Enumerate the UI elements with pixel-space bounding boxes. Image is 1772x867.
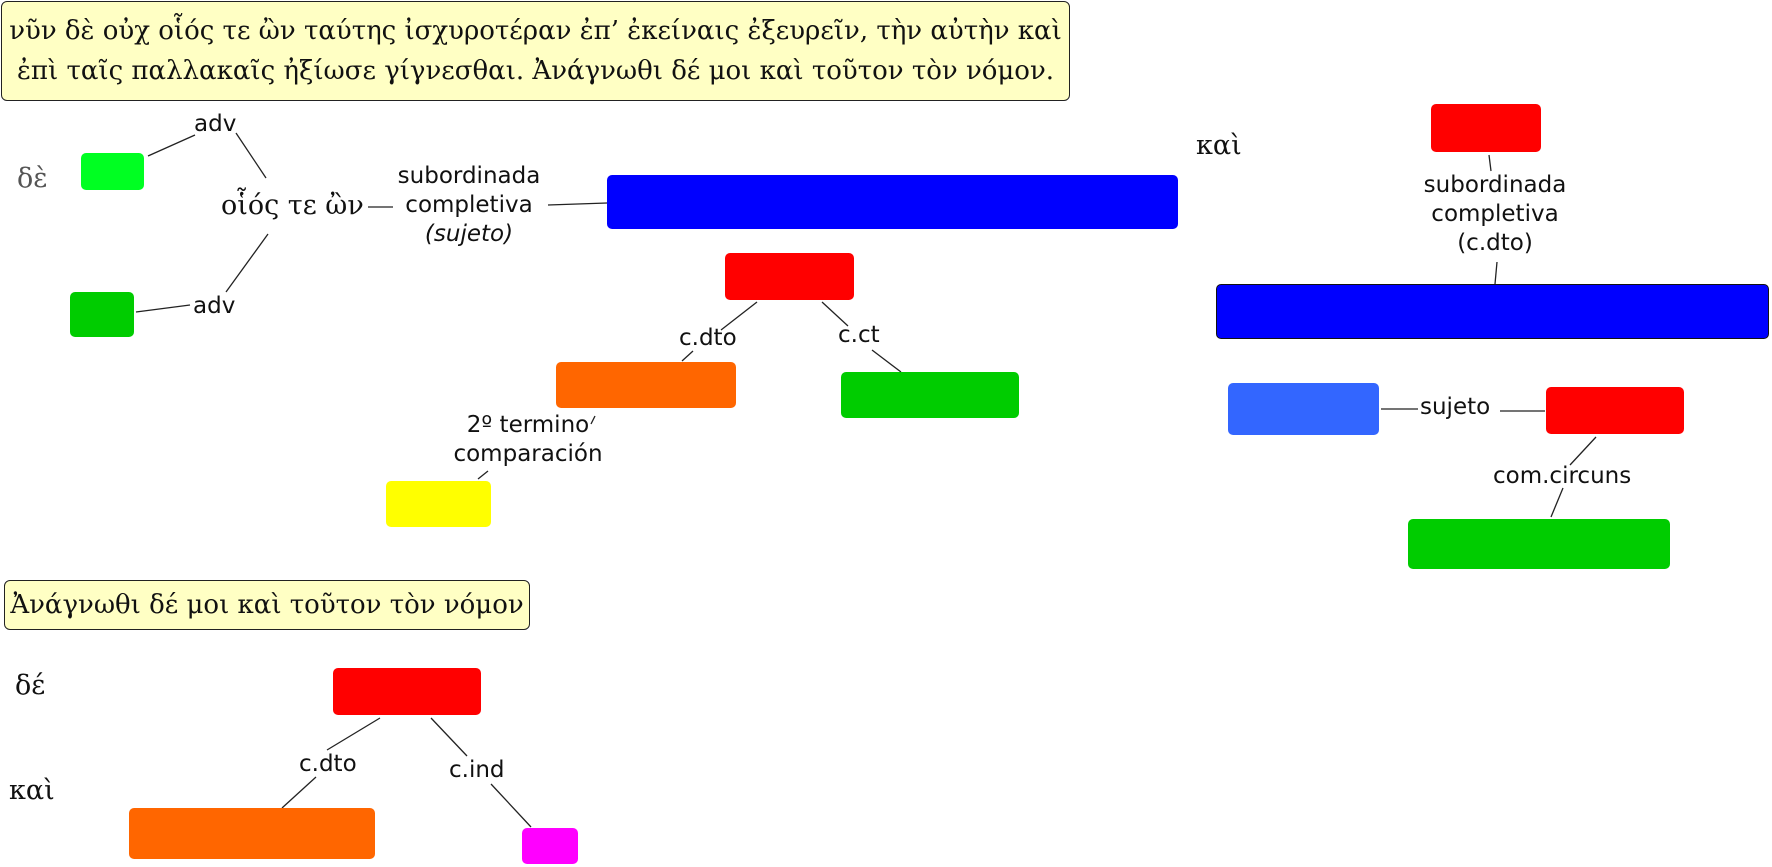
- label-sujeto-2: sujeto: [1420, 394, 1491, 420]
- label-line: (c.dto): [1457, 230, 1533, 256]
- connector: [281, 776, 317, 809]
- clause-box-cdto: [1216, 284, 1769, 339]
- subject-box-2: [1228, 383, 1379, 435]
- connector: [326, 717, 381, 751]
- label-cct-1: c.ct: [838, 322, 880, 348]
- word-de-1: δὲ: [17, 163, 48, 194]
- connector: [1488, 154, 1492, 172]
- connector: [135, 304, 191, 313]
- object-box-1: [556, 362, 736, 408]
- label-line: comparación: [453, 441, 603, 467]
- verb-box-3: [1546, 387, 1684, 434]
- label-line: completiva: [405, 192, 533, 218]
- verb-box-1: [725, 253, 854, 300]
- sentence-main-line-2: ἐπὶ ταῖς παλλακαῖς ἠξίωσε γίγνεσθαι. Ἀνά…: [16, 56, 1055, 86]
- label-cind-3: c.ind: [449, 757, 505, 783]
- indirect-object-box: [522, 828, 578, 864]
- label-subordinada-completiva-cdto: subordinada completiva (c.dto): [1419, 171, 1571, 258]
- object-box-2: [129, 808, 375, 859]
- label-line: subordinada: [1423, 172, 1567, 198]
- label-adv-top: adv: [194, 111, 237, 137]
- adverb-box-bottom: [70, 292, 134, 337]
- label-line: (sujeto): [424, 221, 514, 247]
- word-de-2: δέ: [15, 670, 46, 701]
- sentence-main-line-1: νῦν δὲ οὐχ οἷός τε ὢν ταύτης ἰσχυροτέραν…: [9, 16, 1062, 46]
- circumstantial-box-1: [841, 372, 1019, 418]
- label-adv-bottom: adv: [193, 293, 236, 319]
- adverb-box-top: [81, 153, 144, 190]
- word-kai-2: καὶ: [9, 775, 55, 806]
- label-line: subordinada: [397, 163, 541, 189]
- sentence-second-text: Ἀνάγνωθι δέ μοι καὶ τοῦτον τὸν νόμον: [10, 590, 524, 620]
- label-subordinada-completiva-sujeto: subordinada completiva (sujeto): [394, 162, 544, 249]
- connector: [430, 717, 468, 757]
- connector: [547, 202, 608, 206]
- sentence-main-box: νῦν δὲ οὐχ οἷός τε ὢν ταύτης ἰσχυροτέραν…: [1, 1, 1070, 101]
- circumstantial-box-2: [1408, 519, 1670, 569]
- word-kai-1: καὶ: [1196, 130, 1242, 161]
- connector: [1569, 436, 1597, 466]
- label-cdto-3: c.dto: [299, 751, 357, 777]
- verb-box-2: [1431, 104, 1541, 152]
- connector: [225, 233, 269, 293]
- connector: [477, 470, 489, 480]
- label-line: completiva: [1431, 201, 1559, 227]
- label-com-circuns: com.circuns: [1493, 463, 1632, 489]
- sentence-second-box: Ἀνάγνωθι δέ μοι καὶ τοῦτον τὸν νόμον: [4, 580, 530, 630]
- connector: [235, 132, 267, 179]
- connector: [147, 134, 196, 157]
- connector: [490, 783, 532, 828]
- clause-box-sujeto: [607, 175, 1178, 229]
- label-cdto-1: c.dto: [679, 325, 737, 351]
- label-segundo-termino-comparacion: 2º termino comparación: [448, 411, 608, 469]
- connector: [1494, 261, 1498, 285]
- label-line: 2º termino: [466, 412, 590, 438]
- comparison-box: [386, 481, 491, 527]
- verb-box-4: [333, 668, 481, 715]
- connector: [1550, 487, 1564, 518]
- word-hoios-te-on: οἷός τε ὢν: [221, 190, 364, 221]
- connector: [871, 349, 902, 373]
